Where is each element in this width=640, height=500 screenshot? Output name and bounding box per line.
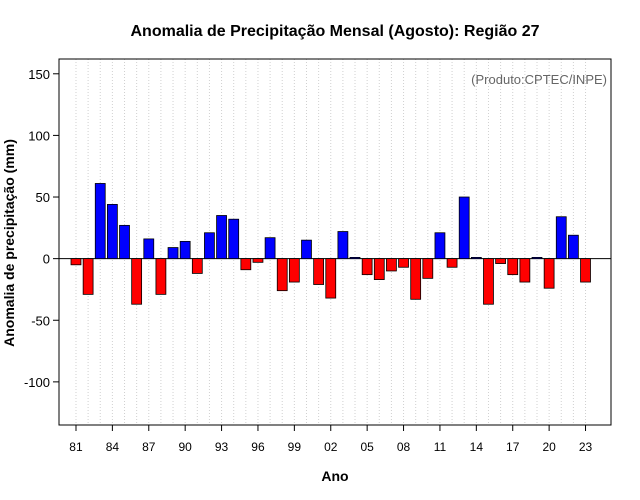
bar-2014 (470, 257, 482, 260)
y-tick-label: -100 (24, 375, 50, 390)
x-tick-label: 90 (178, 440, 192, 454)
plot-border (58, 58, 612, 426)
bar-1989 (167, 247, 179, 260)
bar-1993 (216, 215, 227, 260)
bar-2023 (580, 258, 591, 283)
y-tick-label: 0 (43, 252, 50, 267)
bar-2021 (555, 216, 567, 260)
bar-1983 (94, 183, 106, 260)
bar-2002 (325, 258, 337, 299)
x-tick-label: 84 (106, 440, 120, 454)
bar-1998 (276, 258, 288, 292)
bar-2003 (337, 231, 349, 260)
y-tick-label: 100 (28, 128, 50, 143)
bar-2017 (507, 258, 519, 276)
bar-2012 (446, 258, 458, 268)
x-axis-label: Ano (321, 468, 348, 484)
x-tick-label: 96 (251, 440, 265, 454)
x-tick-label: 81 (69, 440, 83, 454)
x-tick-label: 93 (215, 440, 229, 454)
bar-1992 (204, 232, 215, 260)
x-tick-label: 02 (324, 440, 338, 454)
bar-1987 (143, 238, 155, 260)
bar-1994 (228, 218, 240, 260)
x-tick-label: 20 (542, 440, 556, 454)
x-tick-label: 17 (506, 440, 520, 454)
chart-title: Anomalia de Precipitação Mensal (Agosto)… (131, 23, 540, 40)
bar-2019 (531, 257, 543, 260)
bar-2007 (386, 258, 397, 272)
bar-1997 (264, 237, 276, 260)
bar-1991 (191, 258, 203, 274)
bar-1985 (119, 224, 130, 260)
y-tick-label: -50 (31, 313, 50, 328)
x-tick-label: 99 (288, 440, 302, 454)
y-tick-label: 50 (36, 190, 50, 205)
bar-1981 (70, 258, 82, 266)
x-tick-label: 05 (360, 440, 374, 454)
x-tick-label: 14 (470, 440, 484, 454)
bar-2016 (495, 258, 506, 264)
bar-2009 (410, 258, 422, 300)
bar-2005 (361, 258, 373, 276)
x-tick-label: 23 (579, 440, 593, 454)
bar-2008 (398, 258, 409, 268)
bar-1982 (82, 258, 94, 295)
bar-2004 (349, 257, 361, 260)
bar-2018 (519, 258, 531, 283)
bar-2001 (313, 258, 324, 285)
bar-1988 (155, 258, 167, 295)
bar-2022 (568, 234, 579, 260)
bar-2006 (373, 258, 385, 280)
bar-1995 (240, 258, 252, 271)
y-tick-label: 150 (28, 67, 50, 82)
bar-2015 (483, 258, 494, 305)
bar-1990 (179, 240, 191, 260)
bar-2011 (434, 232, 446, 260)
x-axis: 81 84 87 90 93 96 99 02 05 08 11 14 17 20 23 (69, 425, 593, 454)
credit-text: (Produto:CPTEC/INPE) (471, 72, 607, 87)
bar-2000 (301, 239, 312, 260)
bar-1986 (131, 258, 143, 305)
bar-1999 (288, 258, 300, 283)
x-tick-label: 11 (434, 440, 447, 454)
bar-2013 (458, 196, 470, 260)
bars (70, 183, 591, 305)
bar-1984 (107, 204, 118, 260)
x-tick-label: 87 (142, 440, 156, 454)
y-axis-label: Anomalia de precipitação (mm) (1, 139, 17, 347)
bar-2020 (543, 258, 555, 289)
y-axis: -100 -50 0 50 100 150 (24, 67, 59, 390)
x-tick-label: 08 (397, 440, 411, 454)
bar-1996 (252, 258, 264, 263)
bar-2010 (422, 258, 434, 279)
